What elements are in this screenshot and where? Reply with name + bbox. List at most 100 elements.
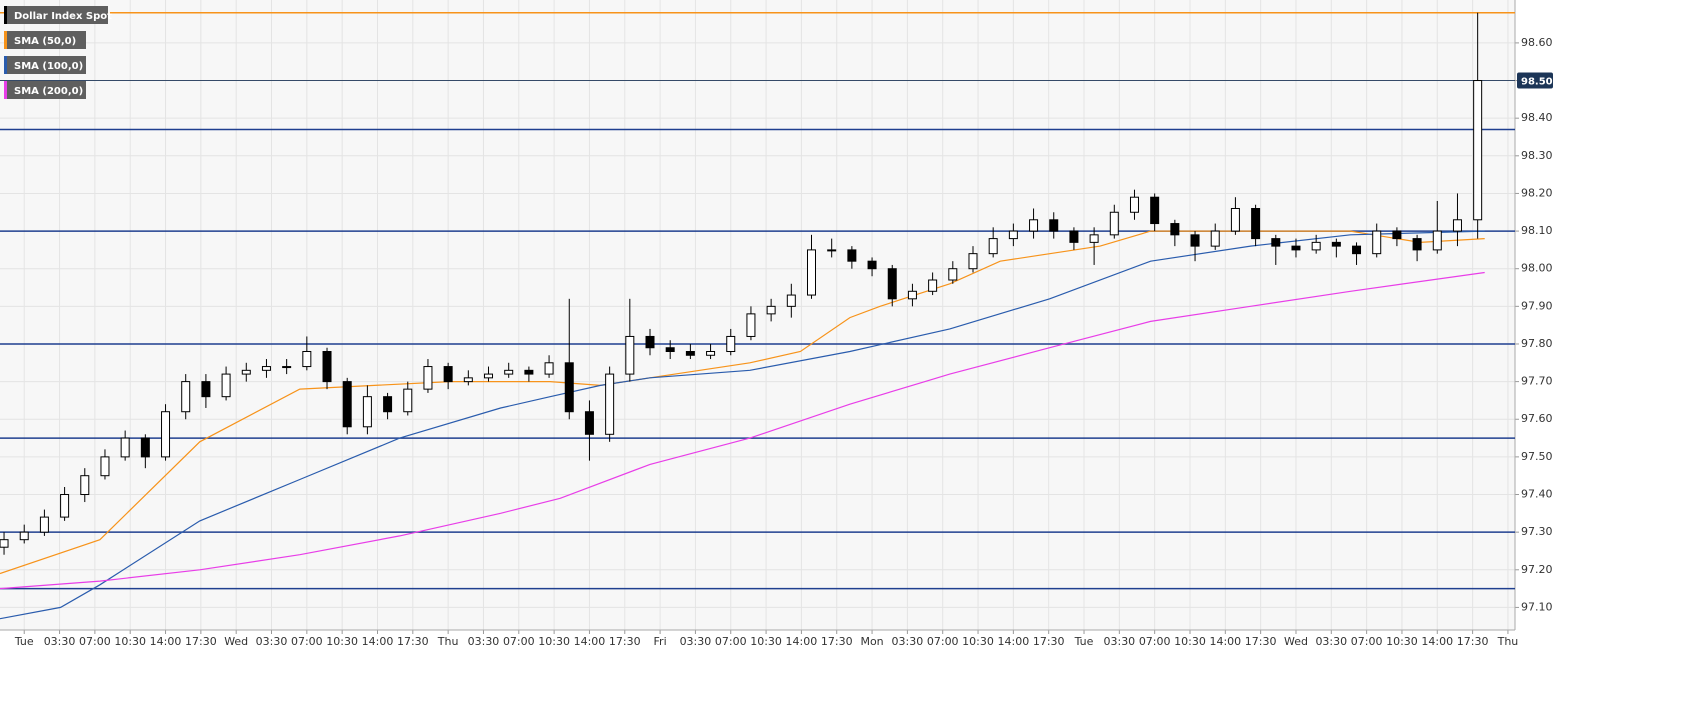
candle-body — [181, 381, 191, 413]
x-tick-label: Wed — [1284, 635, 1308, 648]
candle-body — [282, 366, 292, 369]
candle-body — [907, 290, 917, 300]
candle-body — [1392, 230, 1402, 240]
candle-body — [1150, 196, 1160, 225]
x-tick-label: 07:00 — [715, 635, 747, 648]
x-tick-label: 03:30 — [468, 635, 500, 648]
x-tick-label: 07:00 — [1351, 635, 1383, 648]
x-tick-label: Tue — [1074, 635, 1094, 648]
candle-body — [504, 369, 514, 375]
y-tick-label: 97.30 — [1521, 525, 1553, 538]
candle-body — [1029, 219, 1039, 232]
candle-body — [1372, 230, 1382, 255]
plot-background — [0, 0, 1515, 630]
candle-body — [201, 381, 211, 398]
candle-body — [1109, 211, 1119, 236]
x-tick-label: 07:00 — [291, 635, 323, 648]
y-tick-label: 98.30 — [1521, 149, 1553, 162]
x-tick-label: 10:30 — [750, 635, 782, 648]
candle-body — [1210, 230, 1220, 247]
candle-body — [1473, 80, 1483, 221]
candle-body — [161, 411, 171, 458]
candle-body — [383, 396, 393, 413]
candle-body — [544, 362, 554, 375]
candle-body — [1008, 230, 1018, 240]
candle-body — [362, 396, 372, 428]
candle-body — [120, 437, 130, 458]
y-tick-label: 98.10 — [1521, 224, 1553, 237]
candle-body — [806, 249, 816, 296]
x-tick-label: 10:30 — [114, 635, 146, 648]
candle-body — [1352, 245, 1362, 255]
x-tick-label: 10:30 — [326, 635, 358, 648]
candle-body — [605, 373, 615, 435]
candle-body — [241, 369, 251, 375]
x-tick-label: 14:00 — [150, 635, 182, 648]
last-price-tag — [1517, 72, 1553, 89]
legend-box — [4, 56, 86, 74]
y-tick-label: 97.80 — [1521, 337, 1553, 350]
candle-body — [1089, 234, 1099, 243]
candle-body — [19, 531, 29, 541]
candle-body — [1170, 223, 1180, 236]
x-tick-label: 07:00 — [927, 635, 959, 648]
candle-body — [403, 388, 413, 413]
legend-label: SMA (200,0) — [14, 86, 83, 97]
x-tick-label: 17:30 — [609, 635, 641, 648]
candle-body — [1311, 241, 1321, 251]
x-tick-label: 10:30 — [538, 635, 570, 648]
candle-body — [665, 347, 675, 353]
candle-body — [443, 366, 453, 383]
x-tick-label: 07:00 — [503, 635, 535, 648]
candle-body — [1190, 234, 1200, 247]
legend-entry: SMA (100,0) — [4, 56, 86, 74]
legend-label: SMA (50,0) — [14, 36, 76, 47]
x-tick-label: 03:30 — [1103, 635, 1135, 648]
candle-body — [423, 366, 433, 390]
candle-body — [140, 437, 150, 458]
x-tick-label: 17:30 — [397, 635, 429, 648]
sma-line — [0, 230, 1485, 620]
candle-body — [685, 351, 695, 356]
x-tick-label: 14:00 — [1209, 635, 1241, 648]
candle-body — [39, 516, 49, 533]
candle-body — [1230, 207, 1240, 232]
legend-swatch — [4, 81, 7, 99]
x-tick-label: 07:00 — [79, 635, 111, 648]
candle-body — [988, 238, 998, 255]
y-tick-label: 98.20 — [1521, 186, 1553, 199]
x-tick-label: 03:30 — [1315, 635, 1347, 648]
legend-box — [4, 31, 86, 49]
x-tick-label: Fri — [654, 635, 667, 648]
candle-body — [827, 249, 837, 252]
x-tick-label: 10:30 — [1174, 635, 1206, 648]
x-tick-label: 10:30 — [962, 635, 994, 648]
candle-body — [0, 539, 9, 548]
x-tick-label: Thu — [1497, 635, 1519, 648]
x-tick-label: 03:30 — [892, 635, 924, 648]
candle-body — [584, 411, 594, 435]
x-tick-label: 14:00 — [362, 635, 394, 648]
candle-body — [1331, 241, 1341, 247]
y-tick-label: 98.00 — [1521, 262, 1553, 275]
x-tick-label: 17:30 — [1457, 635, 1489, 648]
x-tick-label: Mon — [860, 635, 883, 648]
y-tick-label: 97.40 — [1521, 488, 1553, 501]
candle-body — [867, 260, 877, 270]
legend-swatch — [4, 6, 7, 24]
legend-box — [4, 81, 86, 99]
legend-swatch — [4, 56, 7, 74]
sma-line — [0, 271, 1485, 590]
candle-body — [60, 494, 70, 518]
candle-body — [948, 268, 958, 281]
candle-body — [887, 268, 897, 300]
y-tick-label: 97.50 — [1521, 450, 1553, 463]
legend-entry: SMA (50,0) — [4, 31, 86, 49]
legend-label: Dollar Index Spot — [14, 11, 112, 22]
legend-label: SMA (100,0) — [14, 61, 83, 72]
candle-body — [302, 351, 312, 368]
candle-body — [625, 335, 635, 375]
y-tick-label: 97.60 — [1521, 412, 1553, 425]
candle-body — [786, 294, 796, 307]
